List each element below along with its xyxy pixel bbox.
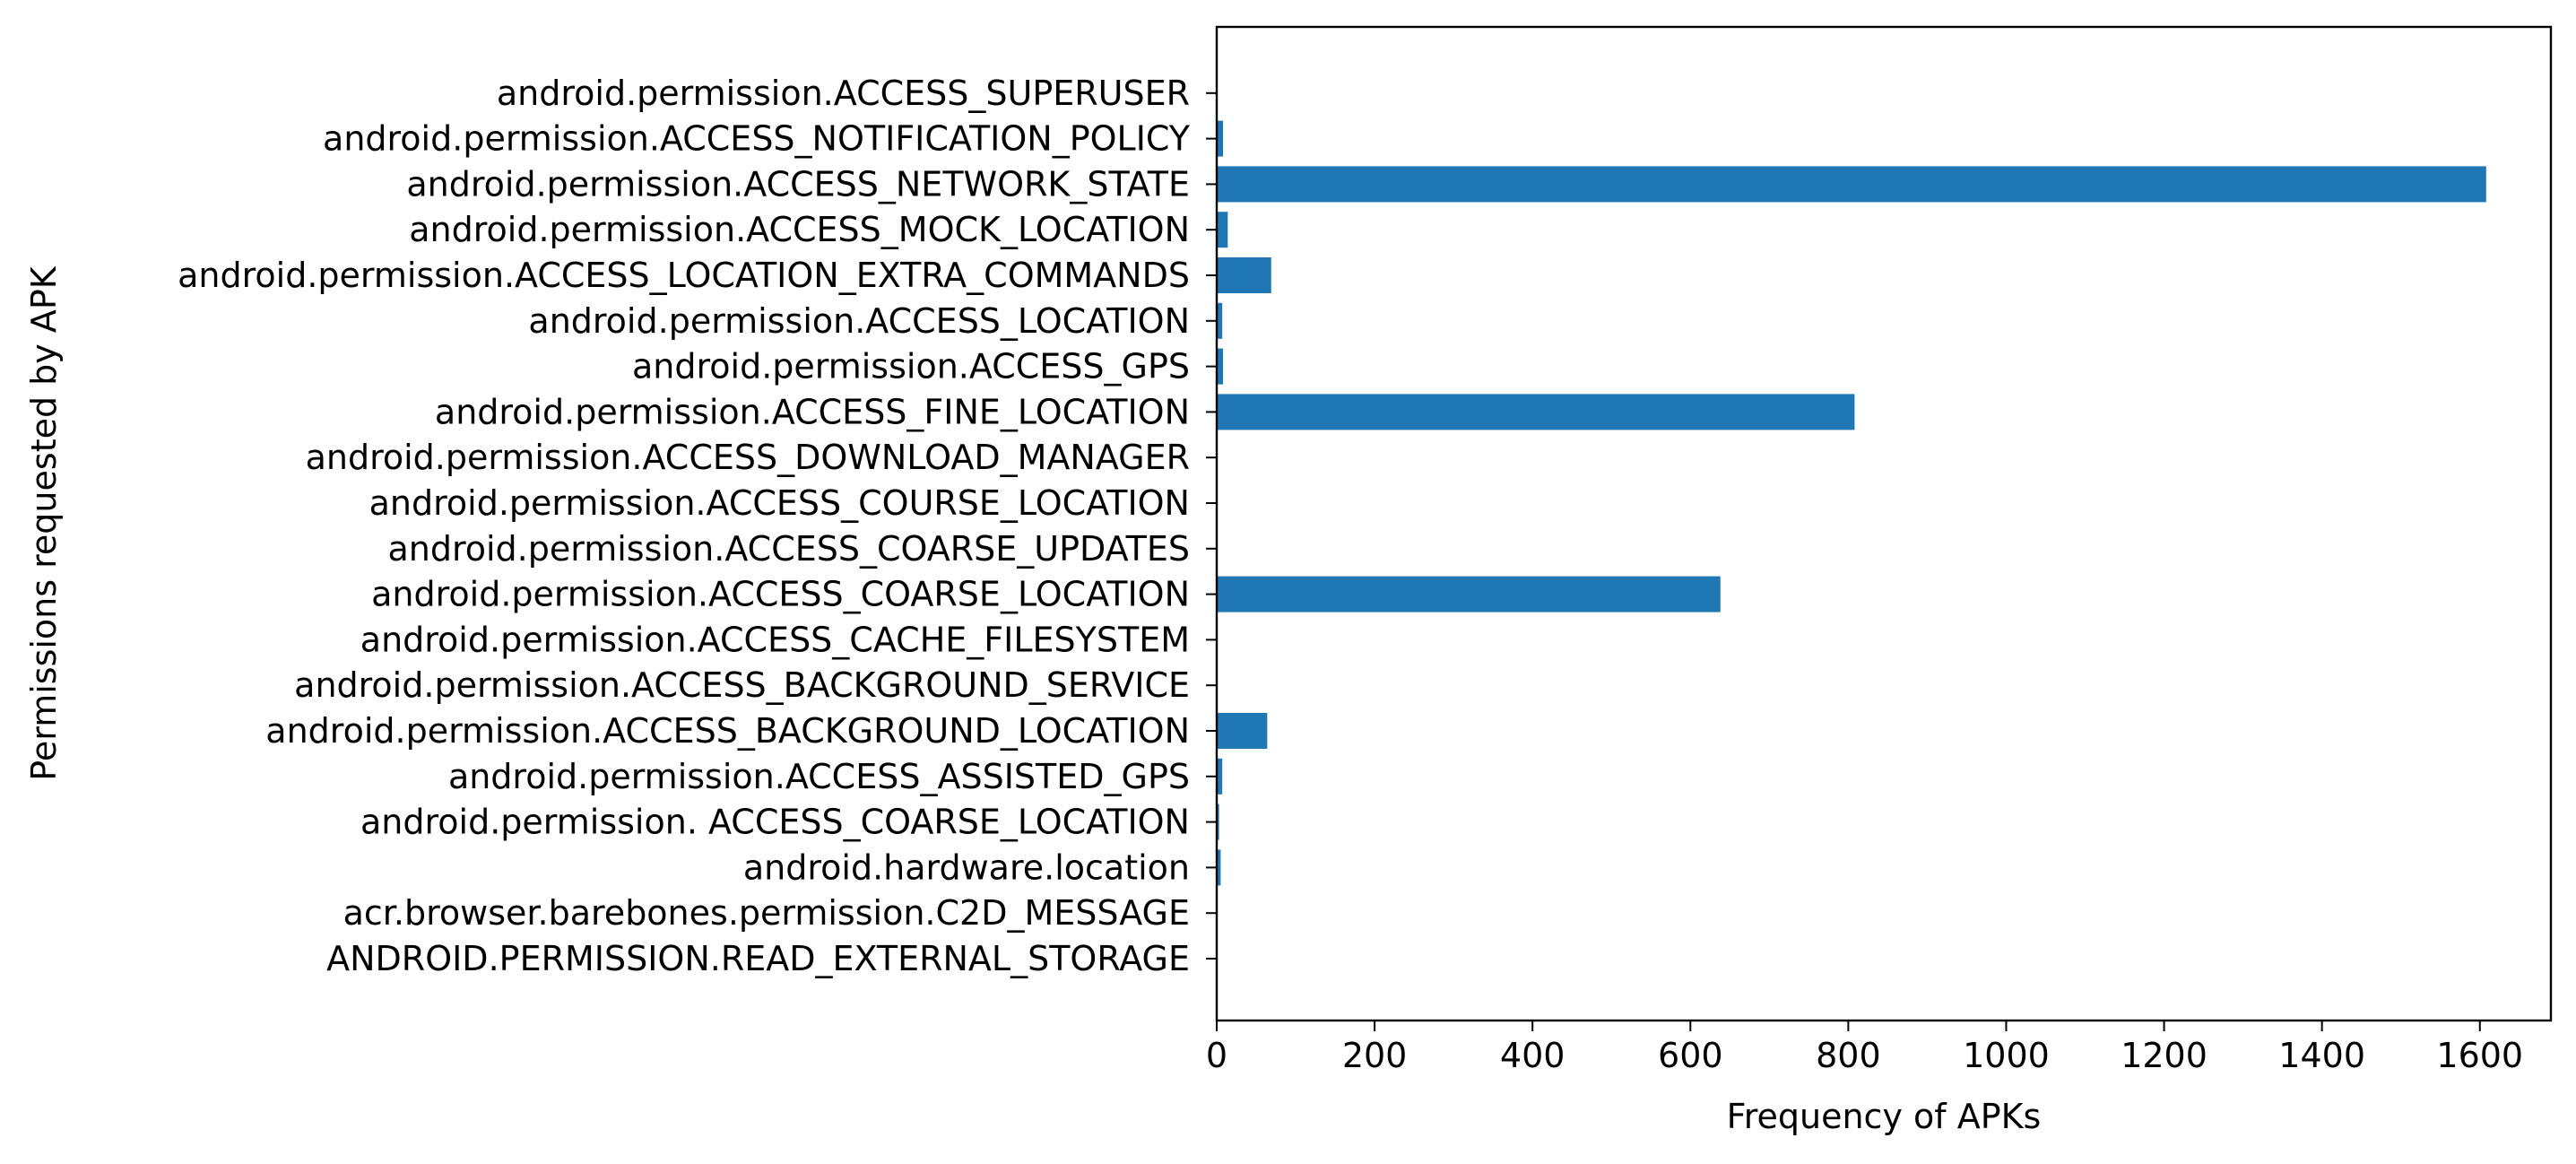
x-axis-label: Frequency of APKs xyxy=(1727,1097,2042,1136)
bar xyxy=(1217,212,1228,248)
bar xyxy=(1217,804,1219,840)
y-tick-label: android.permission.ACCESS_COARSE_UPDATES xyxy=(387,529,1190,569)
y-tick-label: acr.browser.barebones.permission.C2D_MES… xyxy=(343,893,1190,933)
x-tick-label: 200 xyxy=(1342,1036,1408,1075)
y-tick-label: android.permission.ACCESS_DOWNLOAD_MANAG… xyxy=(306,438,1190,477)
plot-area-frame xyxy=(1215,25,2553,1022)
bar xyxy=(1217,120,1224,157)
x-tick-label: 600 xyxy=(1658,1036,1723,1075)
y-tick-label: android.permission.ACCESS_MOCK_LOCATION xyxy=(409,210,1190,249)
y-tick-label: android.permission.ACCESS_GPS xyxy=(632,347,1190,387)
y-axis-label: Permissions requested by APK xyxy=(24,265,64,780)
y-tick-label: android.permission.ACCESS_LOCATION xyxy=(528,301,1190,341)
y-tick-label: ANDROID.PERMISSION.READ_EXTERNAL_STORAGE xyxy=(326,939,1190,978)
y-tick-label: android.hardware.location xyxy=(743,847,1190,887)
bar xyxy=(1217,348,1224,385)
y-tick-label: android.permission.ACCESS_CACHE_FILESYST… xyxy=(360,620,1190,659)
bar xyxy=(1217,257,1271,293)
y-axis-ticks: ANDROID.PERMISSION.READ_EXTERNAL_STORAGE… xyxy=(178,74,1217,978)
y-tick-label: android.permission. ACCESS_COARSE_LOCATI… xyxy=(360,803,1190,842)
bar xyxy=(1217,394,1855,430)
y-tick-label: android.permission.ACCESS_ASSISTED_GPS xyxy=(448,757,1190,796)
x-axis-ticks: 0 200 400 600 800 1000 1200 1400 1600 xyxy=(1206,1021,2523,1075)
y-tick-label: android.permission.ACCESS_FINE_LOCATION xyxy=(435,392,1190,431)
y-tick-label: android.permission.ACCESS_NOTIFICATION_P… xyxy=(323,119,1191,159)
y-tick-label: android.permission.ACCESS_COURSE_LOCATIO… xyxy=(369,483,1190,523)
x-tick-label: 1600 xyxy=(2436,1036,2523,1075)
bar xyxy=(1217,713,1268,749)
x-tick-label: 800 xyxy=(1816,1036,1881,1075)
y-tick-label: android.permission.ACCESS_BACKGROUND_SER… xyxy=(294,665,1190,705)
bar xyxy=(1217,166,2486,203)
x-tick-label: 400 xyxy=(1500,1036,1566,1075)
bar xyxy=(1217,302,1223,339)
bar xyxy=(1217,576,1721,612)
bar xyxy=(1217,758,1223,795)
x-tick-label: 1400 xyxy=(2278,1036,2365,1075)
y-tick-label: android.permission.ACCESS_BACKGROUND_LOC… xyxy=(265,711,1190,751)
bars-group xyxy=(1217,74,2486,977)
y-tick-label: android.permission.ACCESS_COARSE_LOCATIO… xyxy=(371,575,1190,614)
x-tick-label: 1000 xyxy=(1963,1036,2050,1075)
bar xyxy=(1217,849,1221,886)
y-tick-label: android.permission.ACCESS_NETWORK_STATE xyxy=(406,164,1190,204)
x-tick-label: 0 xyxy=(1206,1036,1227,1075)
x-tick-label: 1200 xyxy=(2121,1036,2207,1075)
y-tick-label: android.permission.ACCESS_SUPERUSER xyxy=(497,74,1190,113)
y-tick-label: android.permission.ACCESS_LOCATION_EXTRA… xyxy=(178,256,1190,295)
